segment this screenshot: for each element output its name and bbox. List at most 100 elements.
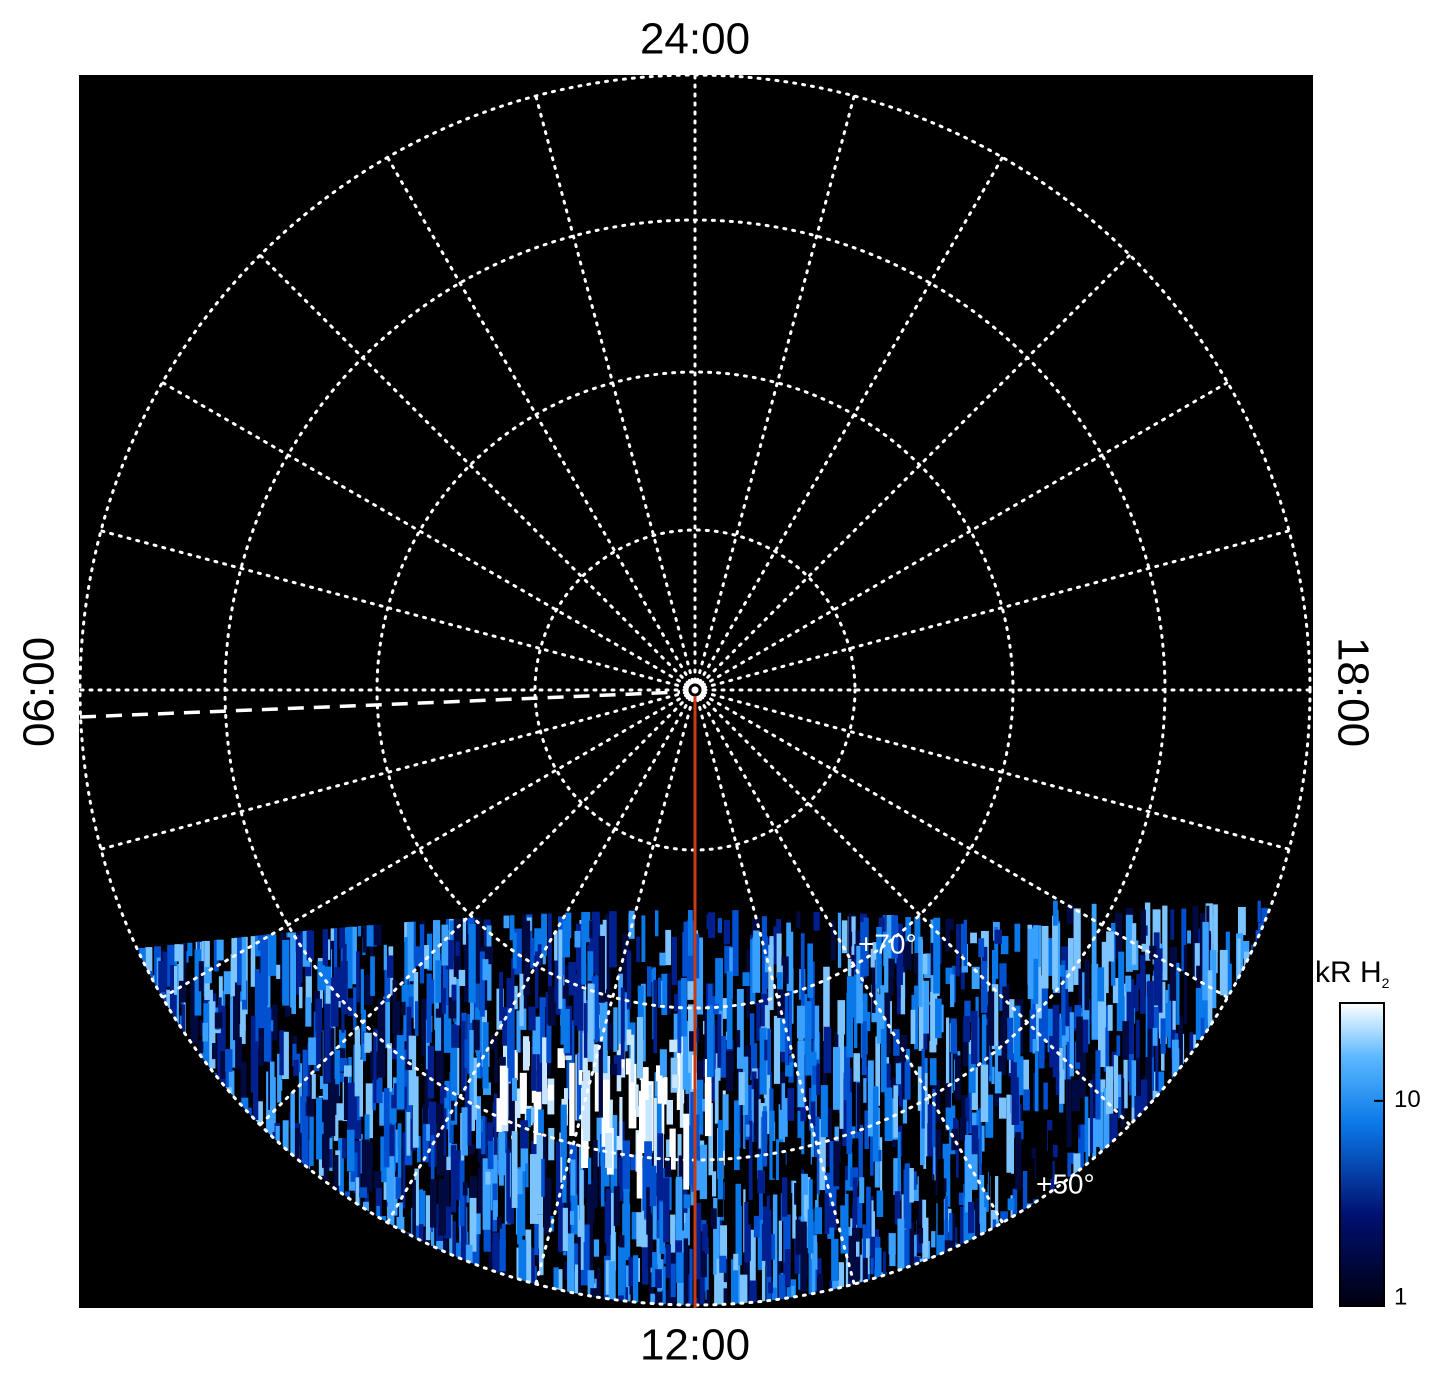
emission-streak <box>707 1155 715 1204</box>
emission-streak <box>832 1047 841 1110</box>
emission-streak <box>1089 1080 1094 1154</box>
emission-streak <box>209 989 213 1070</box>
emission-streak <box>704 1058 712 1137</box>
emission-streak <box>362 925 368 953</box>
emission-streak <box>659 1202 666 1254</box>
emission-streak <box>1029 1009 1037 1053</box>
local-time-label: 18:00 <box>1328 637 1377 747</box>
emission-streak <box>971 1125 979 1155</box>
emission-streak <box>230 954 235 997</box>
emission-streak <box>650 1293 655 1305</box>
emission-streak <box>870 1257 874 1275</box>
emission-streak <box>446 1156 454 1171</box>
emission-streak <box>276 964 281 980</box>
emission-streak <box>425 1019 430 1070</box>
emission-streak <box>531 1035 537 1075</box>
emission-streak <box>296 934 303 983</box>
emission-streak <box>568 965 577 996</box>
emission-streak <box>711 996 719 1007</box>
emission-streak <box>220 1051 227 1079</box>
emission-streak <box>1155 1028 1159 1091</box>
emission-streak <box>738 1072 745 1106</box>
emission-streak <box>608 1261 616 1305</box>
emission-streak <box>882 1251 887 1296</box>
emission-streak <box>747 1084 754 1118</box>
emission-streak <box>534 1224 539 1256</box>
emission-streak <box>935 998 942 1039</box>
emission-streak <box>397 1123 402 1149</box>
emission-streak <box>356 951 360 1003</box>
emission-streak <box>767 1028 772 1075</box>
emission-streak <box>932 1080 941 1123</box>
emission-streak <box>831 1238 839 1281</box>
emission-streak <box>749 1013 755 1069</box>
emission-streak <box>487 1141 494 1170</box>
meridian-line <box>693 688 1004 1225</box>
emission-streak <box>403 986 409 1042</box>
emission-streak <box>502 1024 508 1046</box>
meridian-line <box>160 688 697 999</box>
emission-streak <box>364 1114 370 1153</box>
emission-streak <box>933 917 941 994</box>
emission-streak <box>319 1076 326 1089</box>
emission-streak <box>241 937 247 1000</box>
emission-streak <box>567 1233 575 1296</box>
emission-streak <box>373 1171 382 1189</box>
emission-streak <box>455 941 460 956</box>
emission-streak <box>771 1287 777 1305</box>
emission-streak <box>919 953 928 975</box>
emission-streak <box>341 997 345 1033</box>
emission-streak <box>909 1167 914 1203</box>
emission-streak <box>234 1037 242 1070</box>
emission-streak <box>383 944 387 971</box>
emission-streak <box>591 976 600 1042</box>
emission-streak <box>1084 959 1090 1011</box>
emission-streak <box>178 944 184 981</box>
emission-streak <box>456 978 460 1026</box>
emission-streak <box>874 1247 882 1287</box>
emission-streak <box>894 1191 901 1225</box>
emission-streak <box>1038 1018 1045 1069</box>
emission-streak <box>1112 977 1121 1004</box>
emission-streak <box>950 1018 957 1054</box>
emission-streak <box>794 1242 800 1274</box>
emission-streak <box>1039 1137 1045 1174</box>
emission-streak <box>905 916 911 942</box>
emission-streak <box>1059 964 1065 977</box>
emission-streak <box>683 1238 689 1305</box>
emission-streak <box>968 1201 975 1234</box>
emission-streak <box>600 1133 605 1207</box>
emission-streak <box>670 1214 676 1253</box>
emission-streak <box>816 1258 822 1278</box>
emission-streak <box>536 1248 541 1265</box>
emission-streak <box>347 998 354 1017</box>
emission-streak <box>945 1170 954 1207</box>
emission-streak <box>519 973 524 1026</box>
emission-streak <box>798 1024 804 1053</box>
emission-streak <box>334 928 338 978</box>
emission-streak <box>547 986 556 1026</box>
emission-streak <box>626 1029 632 1045</box>
emission-streak <box>266 1071 270 1136</box>
emission-streak <box>765 1068 769 1113</box>
emission-streak <box>646 966 652 997</box>
emission-streak <box>1114 912 1123 959</box>
emission-streak <box>1059 1013 1066 1080</box>
emission-streak <box>1016 1120 1024 1140</box>
emission-streak <box>255 1101 263 1125</box>
emission-streak <box>1049 1160 1055 1215</box>
emission-streak <box>975 1198 981 1249</box>
emission-streak <box>396 1035 405 1110</box>
emission-streak <box>1158 948 1163 1013</box>
emission-streak <box>427 1045 435 1099</box>
emission-streak <box>654 1096 662 1157</box>
emission-streak <box>1213 904 1218 953</box>
emission-streak <box>346 1129 355 1172</box>
meridian-line <box>258 253 697 692</box>
emission-streak <box>387 955 394 978</box>
emission-streak <box>750 1043 758 1081</box>
emission-streak <box>659 952 666 966</box>
emission-streak <box>1052 1169 1060 1203</box>
emission-streak <box>525 1163 529 1188</box>
emission-streak <box>1011 1077 1020 1125</box>
